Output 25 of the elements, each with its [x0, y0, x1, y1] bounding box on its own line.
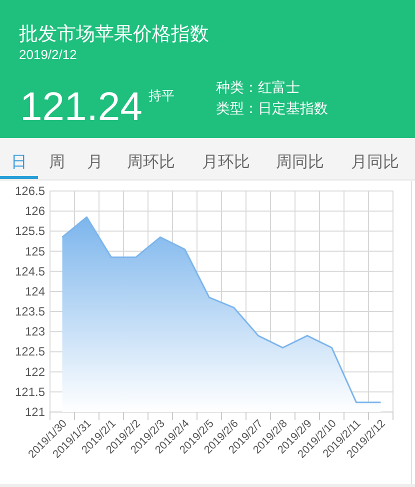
tab-label: 周环比: [127, 154, 175, 171]
tab-label: 月: [87, 154, 103, 171]
change-note: 持平: [148, 88, 174, 103]
y-tick-label: 124: [24, 284, 46, 298]
y-tick-label: 121.5: [14, 384, 46, 399]
info-label: 种类：红富士: [216, 79, 300, 95]
chart-title: 批发市场苹果价格指数: [19, 23, 209, 45]
y-tick-label: 123.5: [14, 304, 46, 319]
chart-subtitle: 2019/2/12: [19, 47, 77, 62]
y-tick-label: 124.5: [14, 264, 46, 278]
tab-label: 月同比: [351, 154, 399, 171]
y-tick-label: 121: [24, 405, 46, 419]
tab-label-active: 日: [11, 154, 27, 171]
y-tick-label: 126: [24, 204, 46, 218]
tab-label: 月环比: [202, 154, 250, 171]
y-tick-label: 125: [24, 244, 46, 258]
y-tick-label: 122.5: [14, 344, 46, 359]
current-value: 121.24: [20, 85, 142, 129]
tab-label: 周同比: [276, 154, 324, 171]
tab-label: 周: [49, 154, 65, 171]
y-tick-label: 125.5: [14, 224, 46, 238]
y-tick-label: 126.5: [14, 184, 46, 198]
y-tick-label: 122: [24, 364, 46, 379]
info-label: 类型：日定基指数: [216, 100, 328, 116]
y-tick-label: 123: [24, 324, 46, 339]
